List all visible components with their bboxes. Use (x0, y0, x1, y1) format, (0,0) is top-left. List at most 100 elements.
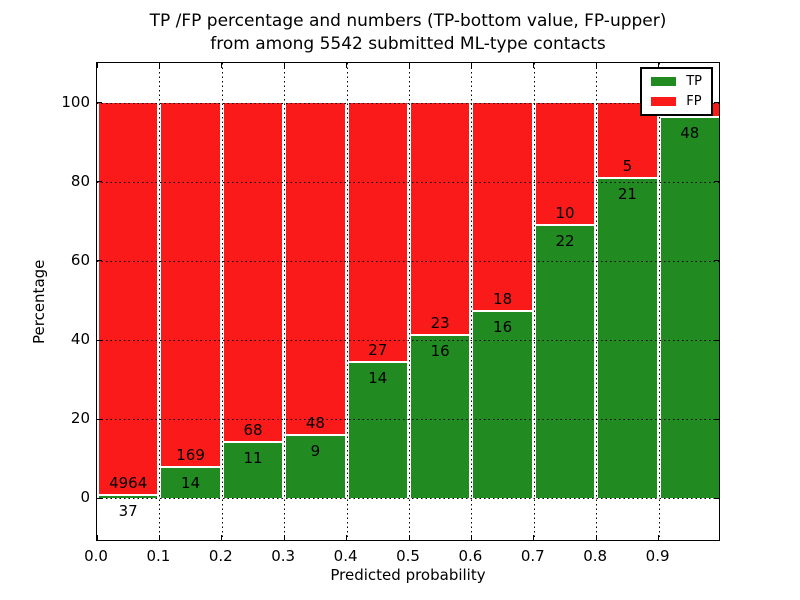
legend-entry-tp: TP (651, 75, 702, 88)
y-tick-right (714, 102, 719, 104)
bar-segment-fp (99, 102, 158, 496)
bar-segment-tp (99, 495, 158, 499)
x-tick-top (595, 63, 597, 68)
y-tick-left (97, 418, 102, 420)
tp-count-label: 16 (430, 342, 450, 361)
x-tick-label: 0.7 (520, 547, 545, 565)
y-tick-label: 20 (70, 409, 90, 428)
x-tick-label: 0.8 (583, 547, 608, 565)
x-tick-label: 0.9 (645, 547, 670, 565)
fp-count-label: 169 (176, 446, 205, 465)
bar-segment-fp (223, 102, 283, 444)
fp-count-label: 27 (368, 341, 388, 360)
bar-segment-tp (535, 226, 595, 499)
y-tick-left (97, 102, 102, 104)
x-axis-label: Predicted probability (330, 566, 486, 584)
y-tick-right (714, 260, 719, 262)
bar-segment-fp (411, 102, 470, 337)
plot-area: TP FP 4964 37 169 14 68 11 48 9 27 14 23 16 18 16 10 22 5… (96, 62, 720, 541)
tp-count-label: 14 (368, 369, 388, 388)
legend-swatch-fp (651, 97, 677, 106)
tp-count-label: 14 (181, 474, 201, 493)
x-tick-label: 0.4 (333, 547, 358, 565)
v-gridline (346, 63, 348, 540)
x-tick-label: 0.6 (458, 547, 483, 565)
x-tick-top (346, 63, 348, 68)
y-tick-left (97, 260, 102, 262)
fp-count-label: 5 (622, 156, 633, 175)
chart-title: TP /FP percentage and numbers (TP-bottom… (96, 10, 720, 56)
v-gridline (409, 63, 410, 540)
h-gridline (97, 498, 719, 500)
v-gridline (284, 63, 286, 540)
h-gridline (97, 340, 719, 342)
x-tick-top (533, 63, 535, 68)
y-tick-right (714, 181, 719, 183)
y-tick-left (97, 181, 102, 183)
fp-count-label: 23 (430, 314, 450, 333)
x-tick-top (658, 63, 660, 68)
fp-count-label: 4964 (109, 473, 148, 492)
v-gridline (533, 63, 535, 540)
x-tick-bottom (658, 535, 660, 540)
x-tick-bottom (595, 535, 597, 540)
x-tick-label: 0.2 (208, 547, 233, 565)
h-gridline (97, 260, 719, 262)
y-tick-label: 40 (70, 330, 90, 349)
y-axis-label: Percentage (30, 259, 48, 344)
bar-segment-fp (473, 102, 532, 313)
legend-entry-fp: FP (651, 95, 702, 108)
x-tick-label: 0.5 (396, 547, 420, 565)
y-tick-label: 100 (61, 92, 90, 111)
tp-count-label: 9 (310, 441, 321, 460)
x-tick-bottom (96, 535, 98, 540)
v-gridline (471, 63, 473, 540)
y-tick-label: 80 (70, 171, 90, 190)
chart-title-line-2: from among 5542 submitted ML-type contac… (210, 34, 606, 54)
x-tick-top (158, 63, 160, 68)
bar-segment-fp (535, 102, 595, 227)
tp-count-label: 16 (493, 318, 513, 337)
tp-count-label: 48 (680, 124, 700, 143)
x-tick-top (408, 63, 410, 68)
y-tick-label: 0 (80, 488, 90, 507)
x-tick-bottom (346, 535, 348, 540)
bar-segment-tp (411, 336, 470, 499)
x-tick-top (96, 63, 98, 68)
legend: TP FP (640, 67, 713, 116)
tp-count-label: 22 (555, 232, 575, 251)
x-tick-label: 0.3 (271, 547, 296, 565)
v-gridline (658, 63, 660, 540)
y-tick-right (714, 339, 719, 341)
x-tick-bottom (470, 535, 472, 540)
x-tick-top (470, 63, 472, 68)
fp-count-label: 68 (243, 421, 263, 440)
x-tick-top (283, 63, 285, 68)
x-tick-bottom (221, 535, 223, 540)
v-gridline (159, 63, 161, 540)
x-tick-bottom (283, 535, 285, 540)
bar-segment-tp (660, 118, 719, 499)
h-gridline (97, 181, 719, 183)
x-tick-bottom (408, 535, 410, 540)
legend-label-fp: FP (686, 94, 702, 109)
bar-segment-tp (348, 363, 407, 499)
y-tick-left (97, 339, 102, 341)
x-tick-label: 0.0 (84, 547, 108, 565)
legend-label-tp: TP (686, 74, 702, 89)
x-tick-label: 0.1 (146, 547, 171, 565)
bar-segment-tp (161, 468, 220, 499)
bar-segment-fp (161, 102, 220, 469)
y-tick-right (714, 497, 719, 499)
x-tick-bottom (158, 535, 160, 540)
fp-count-label: 10 (555, 204, 575, 223)
v-gridline (221, 63, 223, 540)
bar-segment-fp (348, 102, 407, 364)
y-tick-right (714, 418, 719, 420)
legend-swatch-tp (651, 77, 677, 86)
fp-count-label: 18 (493, 290, 513, 309)
tp-count-label: 21 (617, 184, 637, 203)
x-tick-bottom (533, 535, 535, 540)
tp-count-label: 11 (243, 449, 263, 468)
